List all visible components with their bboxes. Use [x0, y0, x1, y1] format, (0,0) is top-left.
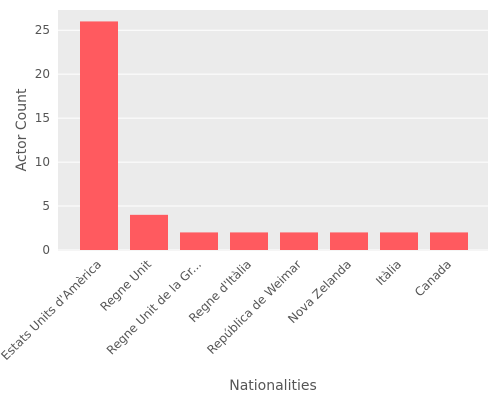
- x-tick-label: Regne Unit de la Gr...: [104, 257, 204, 357]
- x-tick-label: Canada: [412, 257, 454, 299]
- y-tick-label: 5: [42, 199, 50, 213]
- x-tick-label: Estats Units d'Amèrica: [0, 257, 104, 363]
- y-tick-label: 10: [35, 155, 50, 169]
- x-tick-label: República de Weimar: [204, 257, 304, 357]
- bar: [230, 232, 268, 250]
- y-tick-labels: 0 5 10 15 20 25: [35, 23, 50, 257]
- x-axis-title: Nationalities: [229, 378, 317, 394]
- y-axis-title: Actor Count: [14, 88, 30, 171]
- y-tick-label: 0: [42, 243, 50, 257]
- bar: [330, 232, 368, 250]
- bar: [80, 21, 118, 250]
- y-tick-label: 15: [35, 111, 50, 125]
- bars: [80, 21, 468, 250]
- bar: [380, 232, 418, 250]
- bar: [280, 232, 318, 250]
- y-tick-label: 25: [35, 23, 50, 37]
- bar: [430, 232, 468, 250]
- bar: [180, 232, 218, 250]
- bar: [130, 214, 168, 250]
- x-tick-label: Itàlia: [373, 257, 404, 288]
- plot-background: [58, 10, 488, 251]
- y-tick-label: 20: [35, 67, 50, 81]
